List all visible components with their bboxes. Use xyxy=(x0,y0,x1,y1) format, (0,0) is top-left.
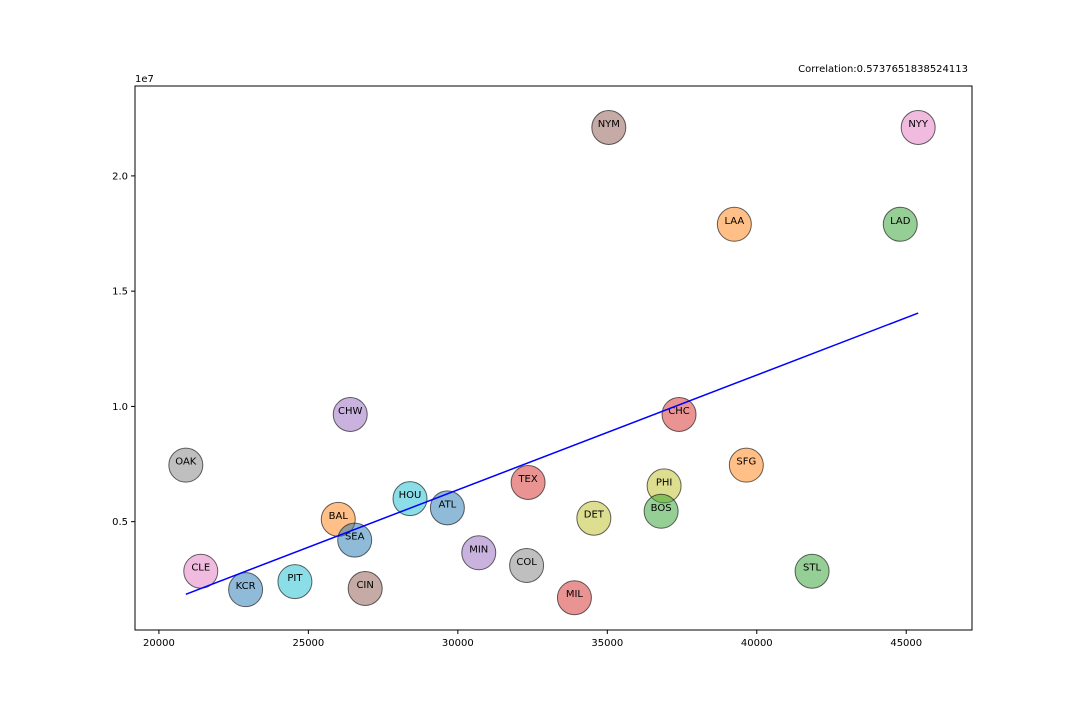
plot-area-frame xyxy=(134,85,973,631)
point-label-mil: MIL xyxy=(566,589,584,600)
point-chw xyxy=(332,396,368,432)
point-label-col: COL xyxy=(516,557,537,568)
point-label-oak: OAK xyxy=(175,457,197,468)
point-sfg xyxy=(728,447,764,483)
point-label-bal: BAL xyxy=(329,511,349,522)
point-label-lad: LAD xyxy=(890,216,911,227)
point-label-hou: HOU xyxy=(399,490,422,501)
point-label-cle: CLE xyxy=(191,563,210,574)
y-tick-label: 0.5 xyxy=(112,517,128,528)
point-oak xyxy=(168,447,204,483)
x-tick-label: 20000 xyxy=(143,638,175,649)
point-atl xyxy=(429,490,465,526)
point-label-bos: BOS xyxy=(651,503,672,514)
point-kcr xyxy=(228,572,264,608)
point-label-cin: CIN xyxy=(356,580,373,591)
point-label-chc: CHC xyxy=(668,406,690,417)
point-label-det: DET xyxy=(584,510,605,521)
y-tick-label: 1.5 xyxy=(112,287,128,298)
x-tick-label: 45000 xyxy=(890,638,922,649)
point-tex xyxy=(510,464,546,500)
point-nyy xyxy=(900,109,936,145)
trend-line xyxy=(185,312,919,595)
point-label-nym: NYM xyxy=(598,119,620,130)
point-sea xyxy=(337,522,373,558)
y-tick-label: 1.0 xyxy=(112,402,128,413)
point-cin xyxy=(347,571,383,607)
point-nym xyxy=(591,109,627,145)
point-label-tex: TEX xyxy=(517,474,537,485)
correlation-annotation: Correlation:0.5737651838524113 xyxy=(798,64,968,75)
x-tick-label: 40000 xyxy=(741,638,773,649)
point-label-min: MIN xyxy=(469,544,488,555)
point-label-chw: CHW xyxy=(338,406,363,417)
y-tick-label: 2.0 xyxy=(112,171,128,182)
point-bos xyxy=(643,493,679,529)
point-label-nyy: NYY xyxy=(908,119,929,130)
point-col xyxy=(509,547,545,583)
x-tick-label: 30000 xyxy=(442,638,474,649)
point-lad xyxy=(882,206,918,242)
point-chc xyxy=(661,396,697,432)
point-label-kcr: KCR xyxy=(236,581,256,592)
point-label-sfg: SFG xyxy=(736,457,756,468)
point-min xyxy=(461,535,497,571)
x-tick-label: 25000 xyxy=(292,638,324,649)
point-hou xyxy=(392,481,428,517)
point-label-pit: PIT xyxy=(287,573,303,584)
y-offset-label: 1e7 xyxy=(135,74,154,85)
point-stl xyxy=(794,553,830,589)
x-tick-label: 35000 xyxy=(591,638,623,649)
point-label-phi: PHI xyxy=(656,477,673,488)
point-label-laa: LAA xyxy=(724,216,744,227)
point-mil xyxy=(556,580,592,616)
point-det xyxy=(576,500,612,536)
point-label-sea: SEA xyxy=(345,532,365,543)
point-laa xyxy=(716,206,752,242)
point-label-stl: STL xyxy=(803,563,821,574)
point-pit xyxy=(277,564,313,600)
point-label-atl: ATL xyxy=(439,499,457,510)
